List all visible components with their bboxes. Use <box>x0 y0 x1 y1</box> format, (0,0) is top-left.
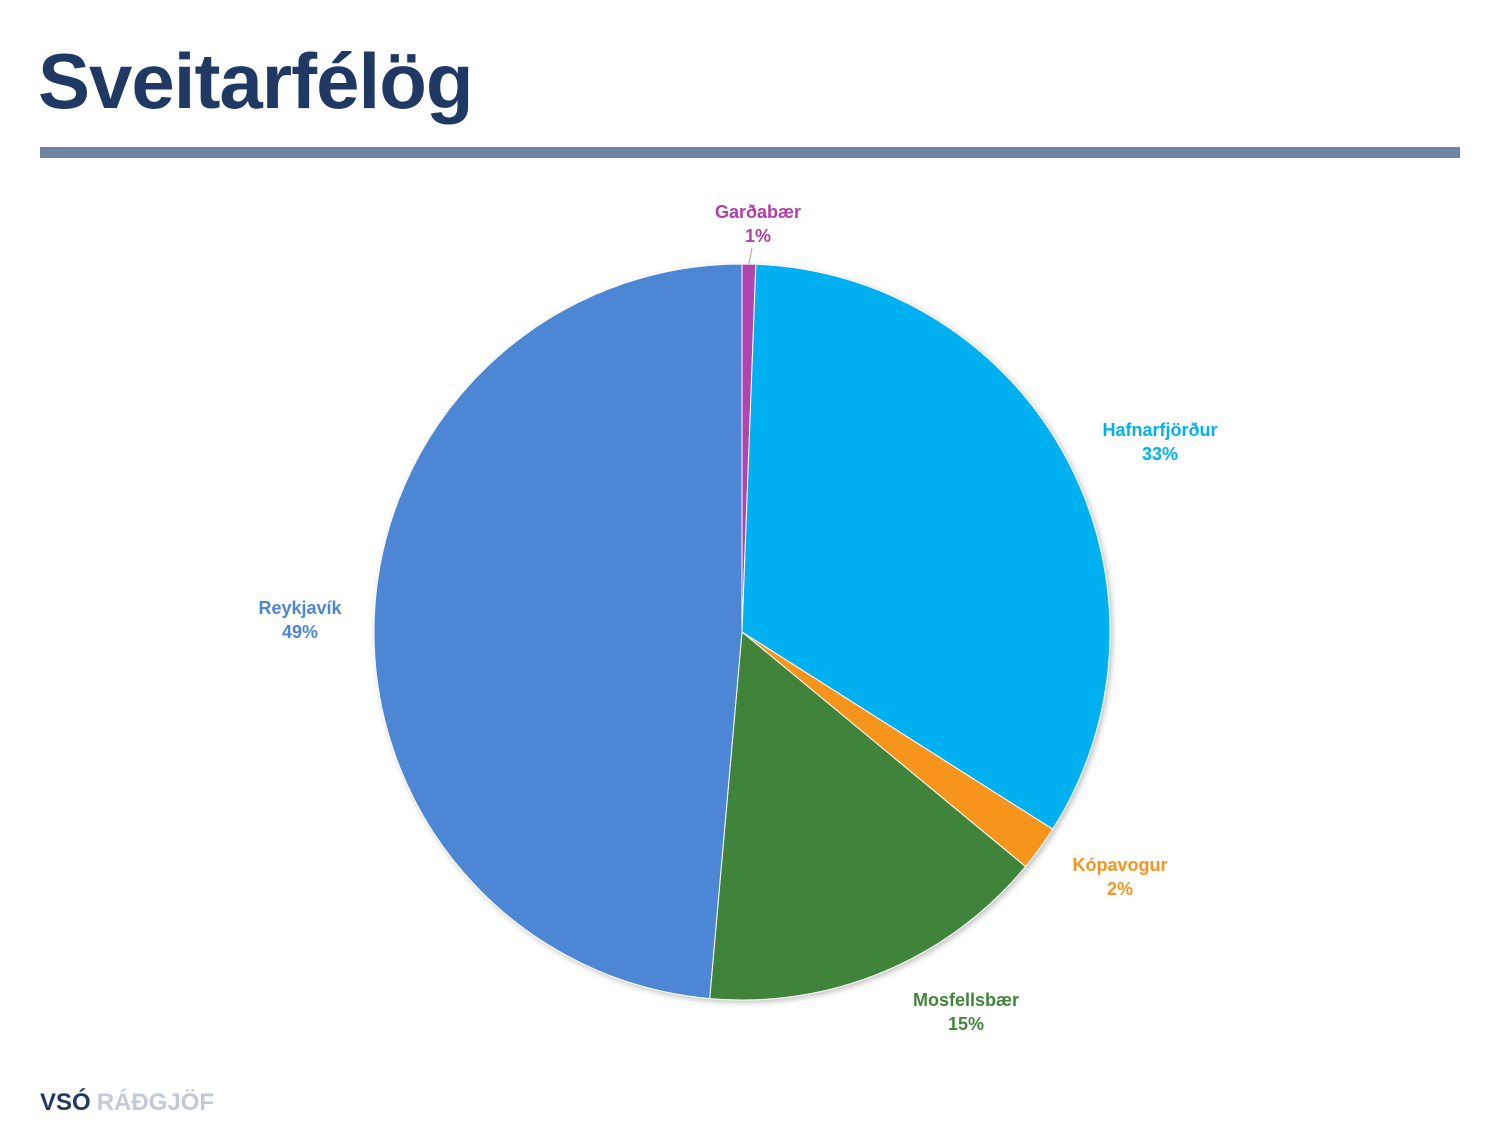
pie-label-mosfellsbær: Mosfellsbær 15% <box>913 990 1019 1034</box>
pie-label-hafnarfjörður: Hafnarfjörður 33% <box>1102 420 1217 464</box>
pie-label-percent: 49% <box>282 622 318 642</box>
pie-label-name: Mosfellsbær <box>913 990 1019 1010</box>
pie-label-name: Kópavogur <box>1072 855 1167 875</box>
pie-label-kópavogur: Kópavogur 2% <box>1072 855 1167 899</box>
logo-primary: VSÓ <box>40 1089 91 1116</box>
pie-label-reykjavík: Reykjavík 49% <box>258 598 342 642</box>
pie-leader-lines <box>748 247 753 265</box>
pie-slice-mosfellsbær <box>709 631 1027 1001</box>
title-divider <box>40 147 1460 158</box>
pie-label-percent: 1% <box>745 226 771 246</box>
pie-label-garðabær: Garðabær 1% <box>715 202 801 246</box>
pie-slice-hafnarfjörður <box>741 263 1111 830</box>
page-title: Sveitarfélög <box>38 37 473 125</box>
company-logo: VSÓ RÁÐGJÖF <box>40 1089 214 1117</box>
pie-slice-reykjavík <box>373 263 743 1000</box>
pie-label-percent: 2% <box>1107 879 1133 899</box>
logo-secondary: RÁÐGJÖF <box>96 1089 215 1116</box>
pie-label-percent: 15% <box>948 1014 984 1034</box>
pie-label-name: Reykjavík <box>258 598 342 618</box>
pie-label-name: Garðabær <box>715 202 801 222</box>
pie-label-name: Hafnarfjörður <box>1102 420 1217 440</box>
pie-label-percent: 33% <box>1142 444 1178 464</box>
pie-labels: Garðabær 1% Hafnarfjörður 33% Kópavogur 2% Mos… <box>258 202 1217 1034</box>
pie-leader-line <box>748 247 753 265</box>
pie-slices <box>373 263 1111 1001</box>
